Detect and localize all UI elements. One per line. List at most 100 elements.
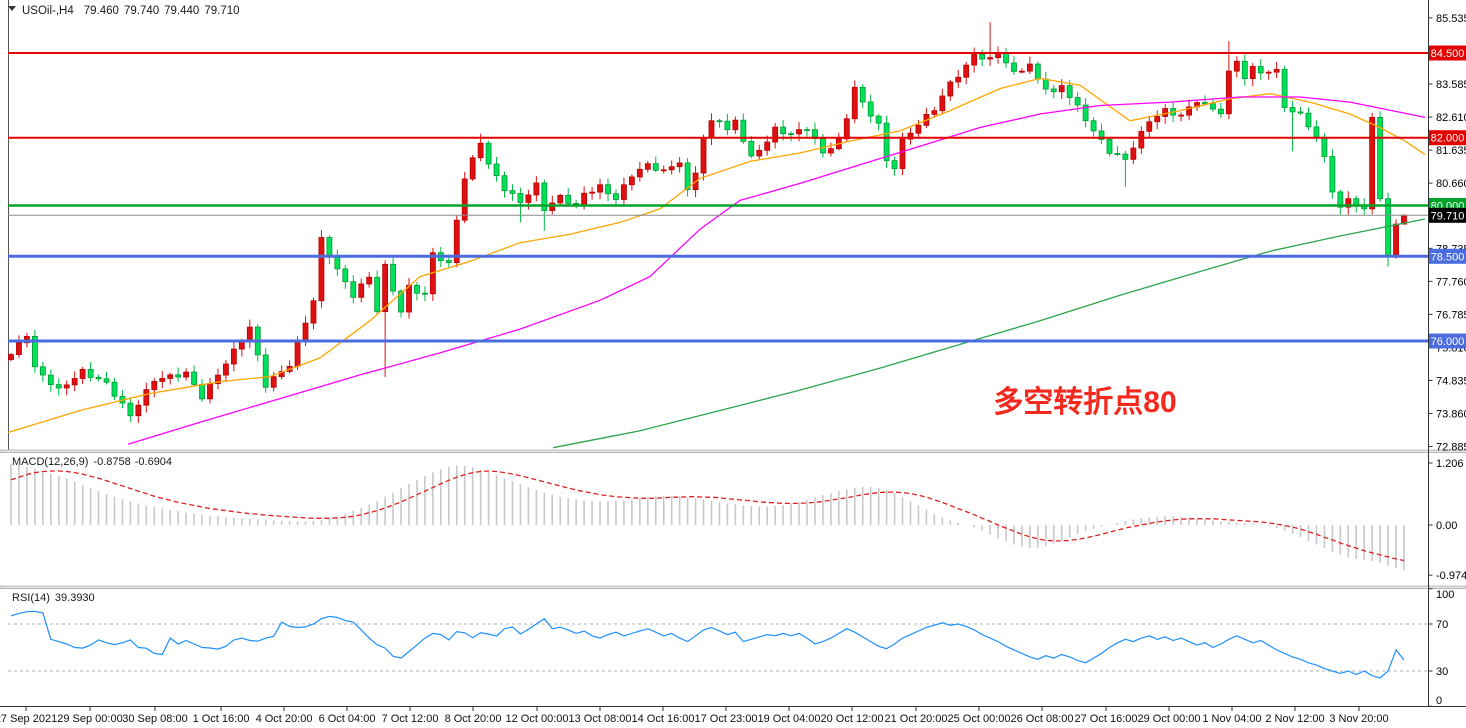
price-tick-label: 73.860	[1436, 409, 1466, 421]
candle	[788, 131, 794, 142]
candle	[883, 115, 890, 169]
candle	[1122, 150, 1129, 187]
candle	[1265, 70, 1272, 80]
candle-body	[883, 122, 890, 162]
candle-body	[1074, 97, 1081, 106]
time-axis-label: 29 Sep 00:00	[57, 713, 122, 725]
candle-body	[533, 182, 540, 196]
rsi-panel[interactable]: 100 70 30 0	[8, 588, 1454, 707]
candle-body	[270, 376, 277, 388]
price-level-badge-76.000-bg	[1429, 333, 1466, 349]
candle	[215, 368, 221, 390]
panel-separator[interactable]	[0, 449, 1466, 453]
time-axis[interactable]: 27 Sep 2021 29 Sep 00:00 30 Sep 08:00 1 Oct…	[0, 707, 1389, 725]
candle	[422, 286, 428, 302]
candle-body	[1003, 52, 1009, 64]
candle-body	[557, 194, 564, 204]
candle-body	[461, 178, 468, 221]
candle-body	[1202, 102, 1208, 105]
candle	[565, 187, 572, 207]
time-axis-label: 30 Sep 08:00	[122, 713, 187, 725]
candle	[1273, 61, 1280, 78]
candle-body	[1377, 116, 1384, 200]
candle-body	[453, 219, 460, 263]
svg-text:RSI(14)39.3930: RSI(14) 39.3930	[12, 592, 95, 604]
annotation-text[interactable]: 多空转折点80	[993, 386, 1176, 419]
candle-body	[1186, 106, 1192, 116]
candle-body	[1337, 191, 1344, 208]
price-level-badge-78.500-text: 78.500	[1431, 251, 1465, 263]
price-tick-label: 85.535	[1436, 13, 1466, 25]
candle-body	[613, 193, 619, 200]
macd-label: MACD(12,26,9) -0.8758 -0.6904	[12, 456, 172, 468]
candle	[1138, 126, 1145, 155]
candle-body	[135, 404, 142, 417]
candle-body	[1019, 70, 1025, 73]
ohlc-close: 79.710	[204, 5, 239, 17]
candle-body	[628, 176, 635, 186]
price-tick-label: 72.885	[1436, 442, 1466, 454]
candle-body	[262, 354, 269, 388]
candle-body	[1130, 147, 1137, 160]
candle-body	[859, 86, 866, 103]
candle-body	[16, 342, 22, 355]
candle	[1066, 79, 1073, 105]
candle-body	[1034, 63, 1041, 80]
rsi-tick-label: 0	[1436, 695, 1442, 707]
candle	[374, 270, 381, 314]
candle	[382, 260, 389, 377]
candle-body	[111, 381, 118, 397]
candle-body	[127, 402, 134, 417]
time-axis-label: 14 Oct 16:00	[632, 713, 695, 725]
symbol-period-label: USOil-,H4	[22, 5, 74, 17]
candle-body	[867, 101, 874, 117]
candle	[1178, 112, 1185, 122]
candle-body	[581, 192, 588, 205]
rsi-tick-label: 30	[1436, 666, 1448, 678]
time-axis-label: 8 Oct 20:00	[445, 713, 502, 725]
current-price-badge-text: 79.710	[1431, 210, 1465, 222]
candle-body	[541, 182, 548, 211]
candle	[1281, 65, 1288, 113]
candle-body	[358, 283, 365, 298]
price-tick-label: 76.785	[1436, 309, 1466, 321]
candle-body	[103, 378, 110, 383]
price-axis[interactable]: 85.53583.58582.61081.63580.66078.73577.7…	[1428, 13, 1466, 454]
candle	[716, 118, 723, 128]
candle-body	[230, 348, 237, 365]
panel-separator[interactable]	[0, 585, 1466, 589]
candle-body	[1233, 60, 1240, 72]
candle-body	[1050, 88, 1057, 93]
candle-body	[820, 138, 826, 154]
symbol-dropdown-icon[interactable]	[8, 6, 16, 11]
candle-body	[167, 374, 174, 379]
candle	[732, 116, 739, 134]
candle	[47, 369, 54, 392]
candle-body	[350, 281, 357, 298]
candle	[127, 397, 134, 423]
candle	[1361, 198, 1368, 216]
macd-panel[interactable]: 1.206 0.00 -0.9749	[10, 458, 1466, 582]
candle-body	[207, 383, 213, 400]
candle	[31, 329, 38, 373]
rsi-line	[10, 610, 1405, 679]
candle	[1241, 54, 1248, 86]
candle-body	[398, 290, 404, 313]
candle-body	[716, 120, 723, 123]
candle	[151, 378, 158, 397]
candle-body	[445, 260, 452, 263]
horizontal-levels	[8, 52, 1428, 343]
price-level-badge-82.000-text: 82.000	[1431, 133, 1465, 145]
price-level-badge-84.500-text: 84.500	[1431, 48, 1465, 60]
price-level-badge-78.500-bg	[1429, 248, 1466, 264]
candle	[1345, 191, 1352, 215]
candle	[724, 113, 731, 136]
candle	[1218, 102, 1224, 118]
candle	[390, 256, 396, 296]
candle-body	[1241, 60, 1248, 80]
candle-body	[469, 157, 476, 180]
candle	[1194, 99, 1200, 111]
time-axis-label: 29 Oct 00:00	[1138, 713, 1201, 725]
